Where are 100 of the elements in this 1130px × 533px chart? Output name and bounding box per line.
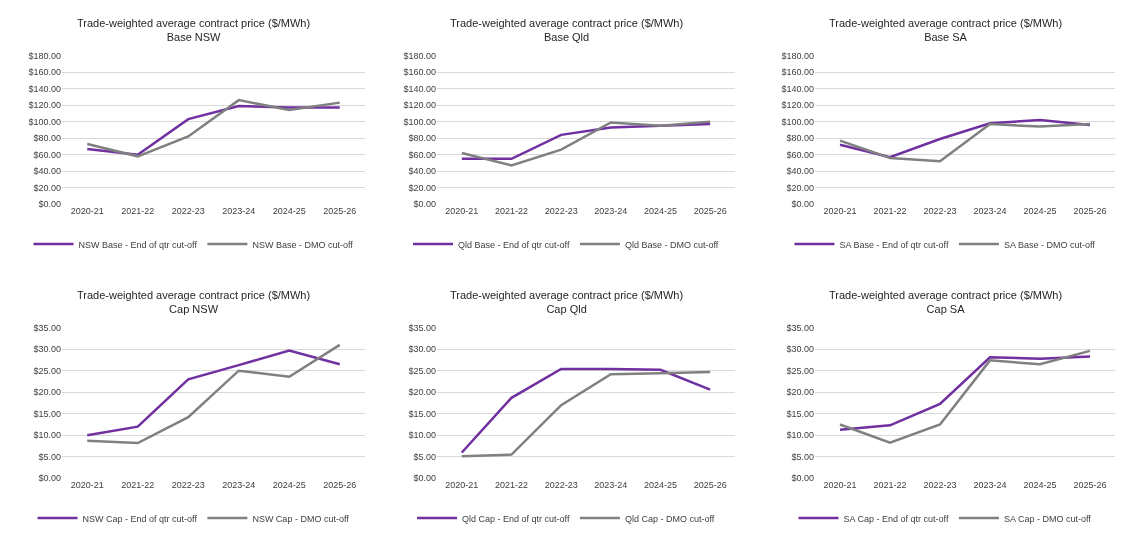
y-tick-label: $35.00 (408, 322, 436, 333)
line-series (460, 120, 712, 167)
y-tick-label: $15.00 (786, 408, 814, 419)
line-series (838, 355, 1092, 431)
legend-label: SA Base - DMO cut-off (1003, 239, 1096, 250)
x-tick-label: 2023-24 (594, 206, 628, 217)
x-tick-label: 2020-21 (823, 480, 857, 491)
y-tick-label: $60.00 (33, 149, 61, 160)
legend-label: SA Base - End of qtr cut-off (839, 239, 949, 250)
y-tick-label: $0.00 (791, 473, 814, 484)
y-tick-label: $20.00 (786, 182, 814, 193)
x-tick-label: 2021-22 (494, 480, 529, 491)
y-tick-label: $120.00 (28, 100, 61, 111)
y-tick-label: $80.00 (408, 133, 436, 144)
x-tick-label: 2022-23 (171, 206, 205, 217)
x-tick-label: 2023-24 (973, 206, 1007, 217)
y-tick-label: $40.00 (786, 166, 814, 177)
y-tick-label: $30.00 (408, 344, 436, 355)
legend-label: Qld Cap - DMO cut-off (624, 513, 715, 524)
x-tick-label: 2021-22 (494, 206, 529, 217)
y-tick-label: $15.00 (408, 408, 436, 419)
chart-subtitle: Cap Qld (546, 303, 587, 316)
x-tick-label: 2020-21 (823, 206, 857, 217)
x-tick-label: 2024-25 (272, 480, 306, 491)
x-tick-label: 2022-23 (544, 206, 578, 217)
x-tick-label: 2025-26 (323, 206, 357, 217)
y-tick-label: $20.00 (33, 387, 61, 398)
y-tick-label: $40.00 (33, 166, 61, 177)
x-tick-label: 2025-26 (693, 206, 727, 217)
y-tick-label: $0.00 (791, 199, 814, 210)
legend-label: NSW Cap - End of qtr cut-off (82, 513, 198, 524)
y-tick-label: $5.00 (791, 451, 814, 462)
y-tick-label: $35.00 (33, 322, 61, 333)
x-tick-label: 2022-23 (923, 480, 957, 491)
x-tick-label: 2024-25 (643, 480, 678, 491)
x-tick-label: 2020-21 (70, 480, 104, 491)
chart-subtitle: Cap NSW (169, 303, 219, 316)
legend-label: NSW Cap - DMO cut-off (252, 513, 350, 524)
y-tick-label: $20.00 (786, 387, 814, 398)
x-tick-label: 2023-24 (594, 480, 628, 491)
y-tick-label: $140.00 (28, 83, 61, 94)
x-tick-label: 2022-23 (923, 206, 957, 217)
x-tick-label: 2023-24 (222, 206, 256, 217)
chart-subtitle: Base Qld (543, 31, 590, 44)
y-tick-label: $140.00 (403, 83, 436, 94)
y-tick-label: $60.00 (408, 149, 436, 160)
chart-title: Trade-weighted average contract price ($/MWh) (829, 17, 1063, 29)
x-tick-label: 2024-25 (1023, 480, 1057, 491)
legend-label: Qld Base - End of qtr cut-off (458, 239, 570, 250)
chart-subtitle: Base SA (924, 31, 968, 44)
y-tick-label: $100.00 (781, 116, 814, 127)
y-tick-label: $60.00 (786, 149, 814, 160)
y-tick-label: $25.00 (33, 365, 61, 376)
x-tick-label: 2024-25 (643, 206, 678, 217)
legend-label: SA Cap - DMO cut-off (1003, 513, 1092, 524)
y-tick-label: $5.00 (38, 451, 61, 462)
y-tick-label: $5.00 (413, 451, 436, 462)
y-tick-label: $80.00 (786, 133, 814, 144)
x-tick-label: 2021-22 (873, 480, 907, 491)
x-tick-label: 2021-22 (873, 206, 907, 217)
chart-title: Trade-weighted average contract price ($/MWh) (829, 289, 1063, 301)
x-tick-label: 2023-24 (222, 480, 256, 491)
x-tick-label: 2025-26 (1073, 206, 1107, 217)
y-tick-label: $160.00 (28, 67, 61, 78)
y-tick-label: $30.00 (33, 344, 61, 355)
chart-title: Trade-weighted average contract price ($/MWh) (77, 289, 311, 301)
y-tick-label: $180.00 (28, 50, 61, 61)
legend-label: NSW Base - End of qtr cut-off (78, 239, 198, 250)
y-tick-label: $25.00 (786, 365, 814, 376)
y-tick-label: $120.00 (403, 100, 436, 111)
x-tick-label: 2022-23 (544, 480, 578, 491)
y-tick-label: $140.00 (781, 83, 814, 94)
y-tick-label: $100.00 (28, 116, 61, 127)
chart-title: Trade-weighted average contract price ($/MWh) (77, 17, 311, 29)
y-tick-label: $180.00 (403, 50, 436, 61)
y-tick-label: $25.00 (408, 365, 436, 376)
y-tick-label: $10.00 (786, 430, 814, 441)
y-tick-label: $180.00 (781, 50, 814, 61)
y-tick-label: $10.00 (408, 430, 436, 441)
y-tick-label: $10.00 (33, 430, 61, 441)
legend-label: Qld Base - DMO cut-off (624, 239, 719, 250)
chart-title: Trade-weighted average contract price ($/MWh) (450, 17, 684, 29)
y-tick-label: $20.00 (408, 182, 436, 193)
x-tick-label: 2020-21 (445, 206, 479, 217)
legend-label: NSW Base - DMO cut-off (252, 239, 354, 250)
y-tick-label: $120.00 (781, 100, 814, 111)
y-tick-label: $35.00 (786, 322, 814, 333)
chart-subtitle: Cap SA (926, 303, 966, 316)
y-tick-label: $20.00 (33, 182, 61, 193)
x-tick-label: 2025-26 (1073, 480, 1107, 491)
x-tick-label: 2025-26 (323, 480, 357, 491)
x-tick-label: 2024-25 (272, 206, 306, 217)
y-tick-label: $0.00 (38, 473, 61, 484)
y-tick-label: $100.00 (403, 116, 436, 127)
x-tick-label: 2023-24 (973, 480, 1007, 491)
x-tick-label: 2021-22 (121, 206, 155, 217)
chart-title: Trade-weighted average contract price ($/MWh) (450, 289, 684, 301)
x-tick-label: 2025-26 (693, 480, 727, 491)
legend-label: SA Cap - End of qtr cut-off (843, 513, 949, 524)
x-tick-label: 2024-25 (1023, 206, 1057, 217)
